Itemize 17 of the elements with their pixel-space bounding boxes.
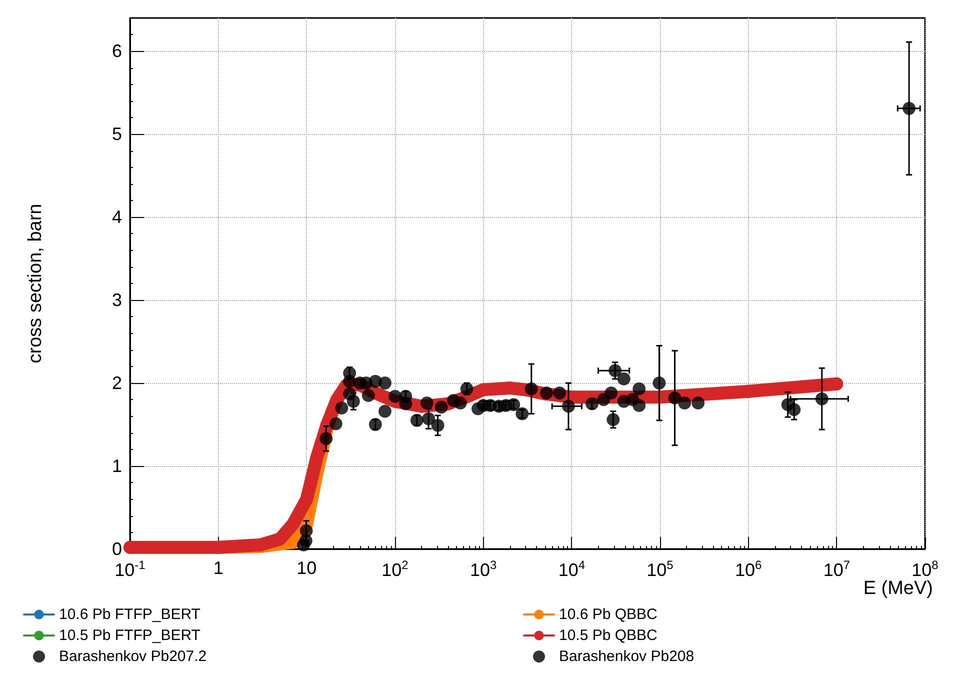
legend-label: 10.5 Pb FTFP_BERT bbox=[59, 627, 200, 644]
y-tick-label: 3 bbox=[112, 290, 122, 310]
y-tick-label: 4 bbox=[112, 207, 122, 228]
legend-label: 10.5 Pb QBBC bbox=[559, 627, 658, 644]
y-tick-label: 1 bbox=[112, 456, 122, 476]
y-tick-label: 6 bbox=[112, 41, 122, 62]
x-axis-title: E (MeV) bbox=[863, 578, 933, 599]
legend-label: 10.6 Pb FTFP_BERT bbox=[59, 606, 200, 623]
x-tick-label: 1 bbox=[213, 558, 224, 578]
y-axis-title: cross section, barn bbox=[25, 204, 46, 364]
legend-label: Barashenkov Pb207.2 bbox=[59, 648, 207, 665]
x-tick-label: 10 bbox=[296, 558, 317, 578]
y-tick-label: 5 bbox=[112, 124, 122, 144]
legend-label: Barashenkov Pb208 bbox=[559, 648, 694, 665]
y-tick-label: 0 bbox=[112, 539, 122, 559]
y-tick-label: 2 bbox=[112, 373, 122, 394]
legend-label: 10.6 Pb QBBC bbox=[559, 606, 658, 623]
